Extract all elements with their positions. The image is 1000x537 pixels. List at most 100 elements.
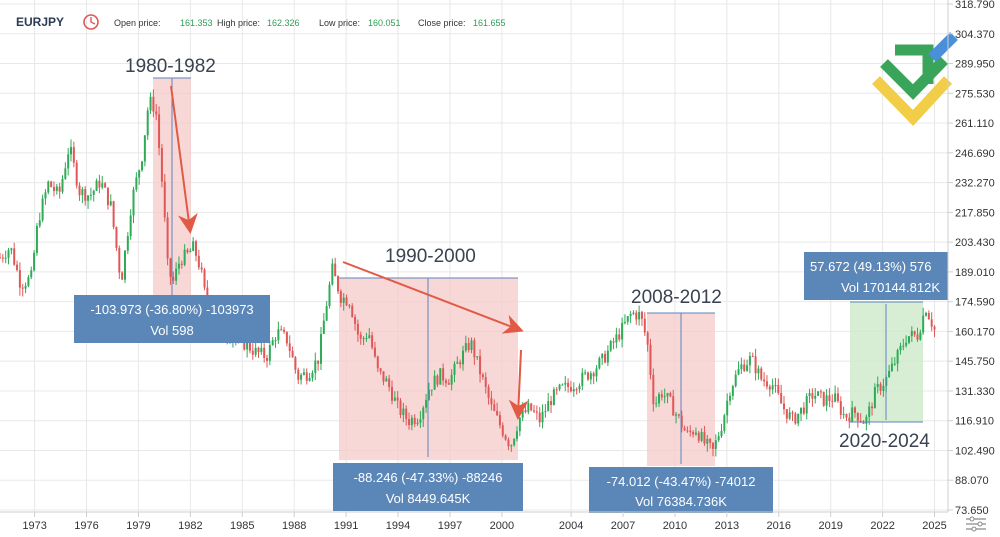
candle-body (362, 338, 365, 340)
candle-body (578, 385, 581, 390)
candle-body (922, 315, 925, 333)
candle-body (834, 393, 837, 402)
candle-body (868, 406, 871, 417)
y-tick-label: 174.590 (955, 297, 995, 309)
candle-body (586, 372, 589, 380)
candle-body (354, 316, 357, 324)
symbol-label[interactable]: EURJPY (16, 15, 64, 29)
candle-body (510, 445, 513, 447)
candle-body (817, 391, 820, 396)
candle-body (1, 257, 4, 259)
x-tick-label: 2010 (663, 520, 687, 532)
candle-body (700, 431, 703, 441)
y-tick-label: 160.170 (955, 326, 995, 338)
y-tick-label: 203.430 (955, 237, 995, 249)
candle-body (186, 249, 189, 253)
candle-body (746, 365, 749, 371)
candle-body (780, 393, 783, 404)
candle-body (92, 190, 95, 195)
candle-body (513, 438, 516, 446)
candle-body (842, 414, 845, 416)
candle-body (143, 135, 146, 162)
candle-body (734, 374, 737, 387)
x-tick-label: 2004 (559, 520, 583, 532)
candle-body (890, 363, 893, 371)
candle-body (555, 389, 558, 391)
candle-body (822, 391, 825, 406)
candle-body (302, 372, 305, 375)
candle-body (646, 332, 649, 345)
candle-body (814, 395, 817, 399)
candle-body (604, 353, 607, 363)
candle-body (197, 255, 200, 268)
period-label-2020-2024: 2020-2024 (839, 431, 930, 452)
candle-body (24, 285, 27, 289)
candle-body (910, 331, 913, 337)
y-tick-label: 289.950 (955, 59, 995, 71)
candle-body (439, 368, 442, 385)
candle-body (75, 162, 78, 186)
candle-body (836, 393, 839, 402)
period-label-1980-1982: 1980-1982 (125, 56, 216, 77)
candle-body (731, 386, 734, 396)
candle-body (547, 401, 550, 412)
candle-body (876, 384, 879, 388)
candle-body (706, 438, 709, 444)
candle-body (481, 374, 484, 378)
candle-body (175, 268, 178, 281)
candle-body (18, 270, 21, 288)
candle-body (254, 347, 257, 355)
info-change-1980: -103.973 (-36.80%) -103973 (90, 302, 253, 317)
candle-body (530, 403, 533, 411)
candle-body (638, 311, 641, 320)
candle-body (856, 412, 859, 421)
candle-body (376, 356, 379, 369)
candle-body (268, 345, 271, 361)
candle-body (447, 383, 450, 385)
candle-body (288, 343, 291, 352)
candle-body (729, 395, 732, 401)
candle-body (280, 329, 283, 331)
candle-body (524, 410, 527, 413)
candle-body (311, 372, 314, 379)
candle-body (768, 386, 771, 390)
candle-body (371, 335, 374, 348)
candle-body (533, 410, 536, 412)
candle-body (720, 430, 723, 437)
candle-body (402, 408, 405, 416)
candle-body (283, 329, 286, 332)
candle-body (743, 364, 746, 371)
candle-body (751, 356, 754, 358)
candle-body (515, 431, 518, 439)
candle-body (64, 168, 67, 179)
candle-body (572, 389, 575, 392)
candle-body (606, 350, 609, 363)
candle-body (493, 404, 496, 411)
candle-body (581, 372, 584, 386)
candle-body (640, 311, 643, 319)
candle-body (740, 364, 743, 370)
candle-body (711, 442, 714, 449)
candle-body (672, 396, 675, 416)
period-label-1990-2000: 1990-2000 (385, 246, 476, 267)
high-price-value: 162.326 (267, 18, 300, 28)
candle-body (308, 378, 311, 381)
candle-body (135, 177, 138, 190)
candle-body (325, 306, 328, 321)
candle-body (33, 252, 36, 271)
candle-body (160, 147, 163, 182)
candle-body (248, 342, 251, 351)
candle-body (748, 356, 751, 366)
candle-body (686, 430, 689, 432)
candle-body (277, 329, 280, 341)
clock-reload-icon[interactable] (83, 14, 99, 30)
candle-body (777, 384, 780, 394)
candle-body (365, 337, 368, 339)
candle-body (561, 384, 564, 386)
candle-body (794, 413, 797, 424)
candle-body (104, 183, 107, 188)
x-tick-label: 1988 (282, 520, 306, 532)
chart-settings-icon[interactable] (966, 516, 986, 532)
